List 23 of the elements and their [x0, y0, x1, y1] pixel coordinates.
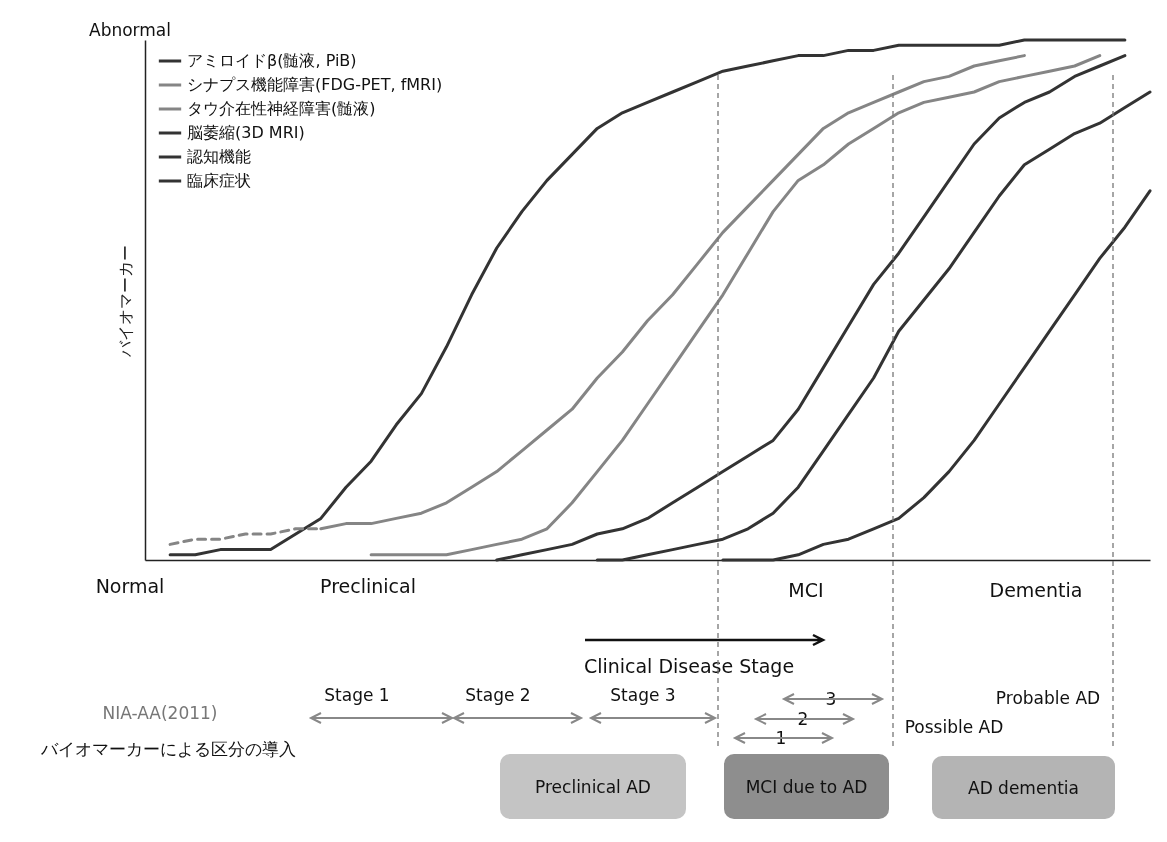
text: Stage 3: [610, 685, 676, 705]
text: Dementia: [989, 579, 1083, 601]
legend-label: アミロイドβ(髄液, PiB): [187, 51, 357, 70]
text: Possible AD: [904, 717, 1004, 737]
text: NIA-AA(2011): [102, 703, 218, 723]
legend-label: 脳萎縮(3D MRI): [187, 123, 305, 142]
annotation: Abnormal: [89, 20, 171, 40]
text: Stage 1: [324, 685, 390, 705]
y-axis-title: バイオマーカー: [115, 244, 135, 358]
rounded-box: MCI due to AD: [724, 754, 889, 819]
text: Probable AD: [995, 688, 1101, 708]
legend-label: 認知機能: [187, 147, 251, 166]
text: MCI: [788, 579, 824, 601]
text: Normal: [95, 575, 165, 597]
rounded-box: AD dementia: [932, 756, 1115, 819]
legend-label: タウ介在性神経障害(髄液): [187, 99, 376, 118]
text: Preclinical: [320, 575, 416, 597]
rounded-box: Preclinical AD: [500, 754, 686, 819]
legend-label: 臨床症状: [187, 171, 251, 190]
legend-label: シナプス機能障害(FDG-PET, fMRI): [187, 75, 443, 94]
text: バイオマーカーによる区分の導入: [40, 737, 296, 761]
text: Stage 2: [465, 685, 531, 705]
text: Clinical Disease Stage: [583, 655, 795, 677]
